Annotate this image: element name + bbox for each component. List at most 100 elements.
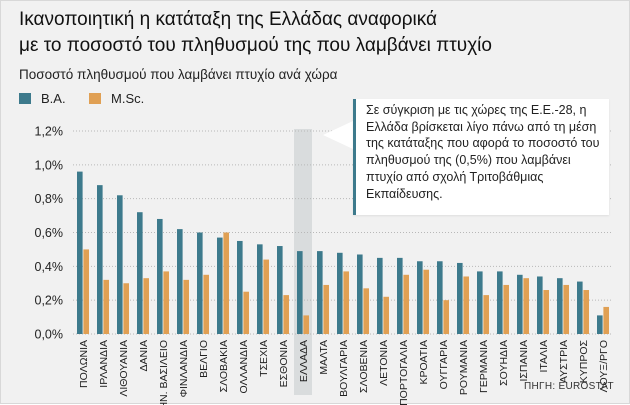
bar-msc xyxy=(603,306,609,334)
x-category-label: ΙΤΑΛΙΑ xyxy=(538,340,550,373)
bar-msc xyxy=(543,290,549,334)
x-category-label: ΗΝ. ΒΑΣΙΛΕΙΟ xyxy=(158,340,170,405)
x-category-label: ΚΥΠΡΟΣ xyxy=(578,340,590,384)
bar-msc xyxy=(283,295,289,334)
bar-ba xyxy=(457,262,463,334)
bar-ba xyxy=(117,195,123,334)
bar-msc xyxy=(463,276,469,334)
bar-ba xyxy=(317,251,323,334)
bar-msc xyxy=(443,300,449,334)
bar-msc xyxy=(243,291,249,334)
bar-msc xyxy=(223,232,229,334)
bar-ba xyxy=(357,254,363,334)
x-category-label: ΤΣΕΧΙΑ xyxy=(258,340,270,377)
x-category-label: ΣΛΟΒΕΝΙΑ xyxy=(358,340,370,393)
x-category-label: ΚΡΟΑΤΙΑ xyxy=(418,340,430,385)
x-category-label: ΣΛΟΒΑΚΙΑ xyxy=(218,340,230,392)
legend-item-ba: Β.Α. xyxy=(19,91,66,106)
bar-msc xyxy=(563,284,569,334)
x-category-label: ΑΥΣΤΡΙΑ xyxy=(558,340,570,383)
bar-msc xyxy=(423,269,429,334)
x-category-label: ΙΣΠΑΝΙΑ xyxy=(518,340,530,382)
x-category-label: ΕΣΘΟΝΙΑ xyxy=(278,340,290,387)
y-tick-label: 1,0% xyxy=(35,158,64,172)
chart-title-line-2: με το ποσοστό του πληθυσμού της που λαμβ… xyxy=(19,35,492,56)
x-category-label: ΠΟΛΩΝΙΑ xyxy=(78,340,90,388)
bar-msc xyxy=(163,271,169,334)
bar-msc xyxy=(123,283,129,334)
bar-ba xyxy=(257,244,263,334)
bar-ba xyxy=(397,257,403,334)
bar-ba xyxy=(177,229,183,334)
x-category-label: ΣΟΥΗΔΙΑ xyxy=(498,340,510,386)
x-category-label: ΦΙΝΛΑΝΔΙΑ xyxy=(178,340,190,397)
bar-msc xyxy=(363,288,369,334)
bar-ba xyxy=(597,315,603,334)
bar-msc xyxy=(503,284,509,334)
x-category-label: ΒΕΛΓΙΟ xyxy=(198,340,210,378)
bar-msc xyxy=(203,274,209,334)
bar-ba xyxy=(477,271,483,334)
bar-ba xyxy=(197,232,203,334)
bar-ba xyxy=(577,281,583,334)
y-tick-label: 0,4% xyxy=(35,260,64,274)
x-category-label: ΜΑΛΤΑ xyxy=(318,340,330,375)
bar-ba xyxy=(137,212,143,334)
bar-ba xyxy=(337,252,343,334)
chart-subtitle: Ποσοστό πληθυσμού που λαμβάνει πτυχίο αν… xyxy=(19,67,338,82)
y-tick-label: 0,2% xyxy=(35,294,64,308)
bar-ba xyxy=(377,257,383,334)
x-category-label: ΟΛΛΑΝΔΙΑ xyxy=(238,340,250,394)
legend-label-ba: Β.Α. xyxy=(41,91,66,106)
source-note: ΠΗΓΗ: EUROSTAT xyxy=(524,381,614,392)
bar-ba xyxy=(497,271,503,334)
bar-msc xyxy=(583,290,589,334)
bar-msc xyxy=(183,279,189,334)
bar-msc xyxy=(83,249,89,334)
chart-title-line-1: Ικανοποιητική η κατάταξη της Ελλάδας ανα… xyxy=(19,9,437,30)
bar-msc xyxy=(303,315,309,334)
bar-ba xyxy=(537,276,543,334)
bar-ba xyxy=(517,274,523,334)
y-tick-label: 0,6% xyxy=(35,226,64,240)
bar-msc xyxy=(403,274,409,334)
x-category-label: ΓΕΡΜΑΝΙΑ xyxy=(478,340,490,393)
y-tick-label: 0,8% xyxy=(35,192,64,206)
chart-title: Ικανοποιητική η κατάταξη της Ελλάδας ανα… xyxy=(19,7,619,59)
bar-ba xyxy=(277,246,283,334)
bar-msc xyxy=(383,296,389,334)
y-tick-label: 0,0% xyxy=(35,328,64,342)
bar-ba xyxy=(557,278,563,334)
y-tick-label: 1,2% xyxy=(35,125,64,139)
x-category-label: ΒΟΥΛΓΑΡΙΑ xyxy=(338,340,350,397)
bar-ba xyxy=(77,171,83,334)
x-category-label: ΛΟΥΞ/ΡΓΟ xyxy=(598,340,610,392)
bar-msc xyxy=(523,278,529,334)
bar-ba xyxy=(157,218,163,334)
annotation-box: Σε σύγκριση με τις χώρες της Ε.Ε.-28, η … xyxy=(353,99,609,215)
bar-msc xyxy=(143,278,149,334)
bar-ba xyxy=(217,237,223,334)
x-category-label: ΛΙΘΟΥΑΝΙΑ xyxy=(118,340,130,397)
bar-ba xyxy=(97,185,103,334)
annotation-pointer xyxy=(323,121,353,149)
x-category-label: ΙΡΛΑΝΔΙΑ xyxy=(98,340,110,388)
bar-ba xyxy=(237,240,243,334)
bar-ba xyxy=(297,251,303,334)
legend-swatch-ba xyxy=(19,93,31,104)
x-category-label: ΔΑΝΙΑ xyxy=(138,340,150,372)
bar-msc xyxy=(483,295,489,334)
bar-msc xyxy=(323,284,329,334)
bar-msc xyxy=(103,279,109,334)
legend-item-msc: M.Sc. xyxy=(89,91,144,106)
legend-label-msc: M.Sc. xyxy=(111,91,145,106)
x-category-label: ΕΛΛΑΔΑ xyxy=(298,340,310,382)
x-category-label: ΠΟΡΤΟΓΑΛΙΑ xyxy=(398,340,410,405)
bar-msc xyxy=(263,259,269,334)
x-category-label: ΟΥΓΓΑΡΙΑ xyxy=(438,340,450,389)
bar-msc xyxy=(343,271,349,334)
legend-swatch-msc xyxy=(89,93,101,104)
x-category-label: ΛΕΤΟΝΙΑ xyxy=(378,340,390,386)
x-category-label: ΡΟΥΜΑΝΙΑ xyxy=(458,340,470,395)
